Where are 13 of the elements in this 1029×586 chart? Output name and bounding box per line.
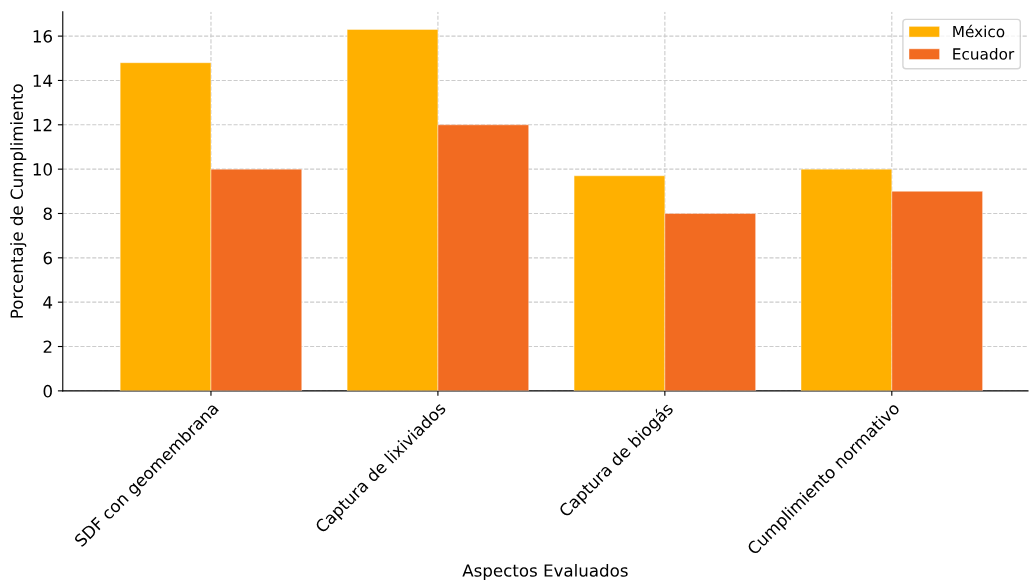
legend-label: México: [953, 24, 1005, 38]
y-tick-label: 2: [43, 340, 52, 353]
y-tick-label: 14: [33, 74, 53, 87]
legend-label: Ecuador: [953, 47, 1015, 60]
y-tick-label: 8: [43, 207, 52, 221]
y-axis-title: Porcentaje de Cumplimiento: [10, 84, 27, 318]
y-tick-label: 10: [33, 163, 52, 176]
y-tick-label: 6: [43, 251, 52, 265]
x-axis-title: Aspectos Evaluados: [462, 563, 628, 581]
y-tick-label: 12: [33, 118, 52, 132]
y-tick-label: 4: [43, 296, 53, 309]
y-tick-label: 16: [33, 30, 52, 43]
y-tick-label: 0: [43, 384, 52, 398]
